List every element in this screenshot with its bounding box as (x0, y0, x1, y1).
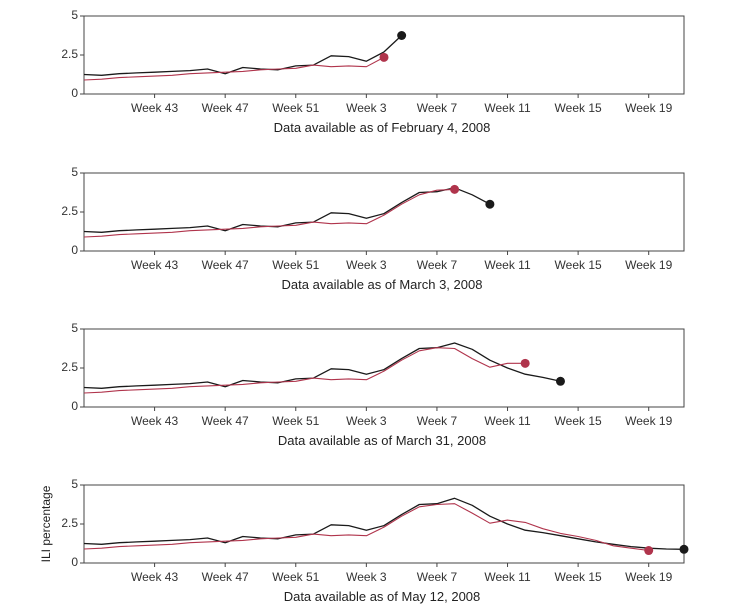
series-end-point-1 (679, 544, 689, 554)
x-tick-label: Week 19 (625, 101, 672, 115)
panel-caption: Data available as of March 31, 2008 (278, 433, 486, 448)
x-tick-label: Week 43 (131, 570, 178, 584)
series-line-1 (83, 35, 403, 76)
x-tick-label: Week 43 (131, 258, 178, 272)
series-line-2 (83, 503, 649, 552)
x-tick-label: Week 15 (555, 570, 602, 584)
x-tick-label: Week 7 (417, 570, 458, 584)
chart-panel-3: 0 2.5 5 Week 43 Week 47 Week 51 Week 3 Week 7 We… (61, 321, 685, 448)
x-tick-label: Week 7 (417, 414, 458, 428)
series-line-2 (83, 56, 385, 81)
y-tick-label: 2.5 (61, 47, 78, 61)
x-tick-label: Week 43 (131, 101, 178, 115)
series-end-point-1 (397, 31, 407, 40)
x-tick-label: Week 47 (202, 414, 249, 428)
x-tick-label: Week 11 (484, 101, 531, 115)
x-tick-label: Week 47 (202, 258, 249, 272)
chart-panel-1: 0 2.5 5 Week 43 Week 47 Week 51 Week 3 Week 7 We… (61, 8, 685, 135)
y-tick-label: 5 (71, 8, 78, 22)
series-end-point-1 (555, 376, 565, 386)
y-tick-label: 5 (71, 165, 78, 179)
chart-panel-4: 0 2.5 5 Week 43 Week 47 Week 51 Week 3 Week 7 We… (39, 477, 689, 604)
x-tick-label: Week 3 (346, 101, 387, 115)
x-tick-label: Week 15 (555, 258, 602, 272)
x-tick-label: Week 51 (272, 570, 319, 584)
series-line-2 (83, 188, 455, 238)
x-tick-label: Week 47 (202, 570, 249, 584)
x-tick-label: Week 19 (625, 570, 672, 584)
panel-caption: Data available as of February 4, 2008 (274, 120, 491, 135)
x-tick-label: Week 51 (272, 101, 319, 115)
chart-panel-2: 0 2.5 5 Week 43 Week 47 Week 51 Week 3 Week 7 We… (61, 165, 685, 292)
y-tick-label: 0 (71, 243, 78, 257)
y-tick-label: 0 (71, 86, 78, 100)
x-tick-label: Week 47 (202, 101, 249, 115)
series-line-1 (83, 342, 561, 389)
series-end-point-2 (520, 358, 530, 368)
y-tick-label: 0 (71, 555, 78, 569)
x-tick-label: Week 3 (346, 258, 387, 272)
y-tick-label: 0 (71, 399, 78, 413)
series-end-point-1 (485, 199, 495, 209)
x-tick-label: Week 43 (131, 414, 178, 428)
y-tick-label: 5 (71, 477, 78, 491)
series-end-point-2 (644, 546, 654, 556)
y-tick-label: 2.5 (61, 516, 78, 530)
series-end-point-2 (450, 184, 460, 194)
series-line-1 (83, 497, 685, 550)
x-tick-label: Week 11 (484, 414, 531, 428)
series-line-1 (83, 187, 491, 233)
x-tick-label: Week 19 (625, 414, 672, 428)
x-tick-label: Week 15 (555, 101, 602, 115)
x-tick-label: Week 7 (417, 101, 458, 115)
plot-frame (83, 328, 685, 408)
y-tick-label: 2.5 (61, 204, 78, 218)
y-axis-label: ILI percentage (39, 485, 53, 562)
x-tick-label: Week 7 (417, 258, 458, 272)
y-tick-label: 5 (71, 321, 78, 335)
x-tick-label: Week 51 (272, 258, 319, 272)
x-tick-label: Week 19 (625, 258, 672, 272)
plot-frame (83, 172, 685, 252)
series-line-2 (83, 347, 526, 394)
y-tick-label: 2.5 (61, 360, 78, 374)
series-end-point-2 (379, 52, 389, 62)
plot-frame (83, 484, 685, 564)
panel-caption: Data available as of March 3, 2008 (282, 277, 483, 292)
x-tick-label: Week 11 (484, 258, 531, 272)
panel-caption: Data available as of May 12, 2008 (284, 589, 481, 604)
x-tick-label: Week 3 (346, 570, 387, 584)
x-tick-label: Week 3 (346, 414, 387, 428)
x-tick-label: Week 15 (555, 414, 602, 428)
x-tick-label: Week 11 (484, 570, 531, 584)
x-tick-label: Week 51 (272, 414, 319, 428)
